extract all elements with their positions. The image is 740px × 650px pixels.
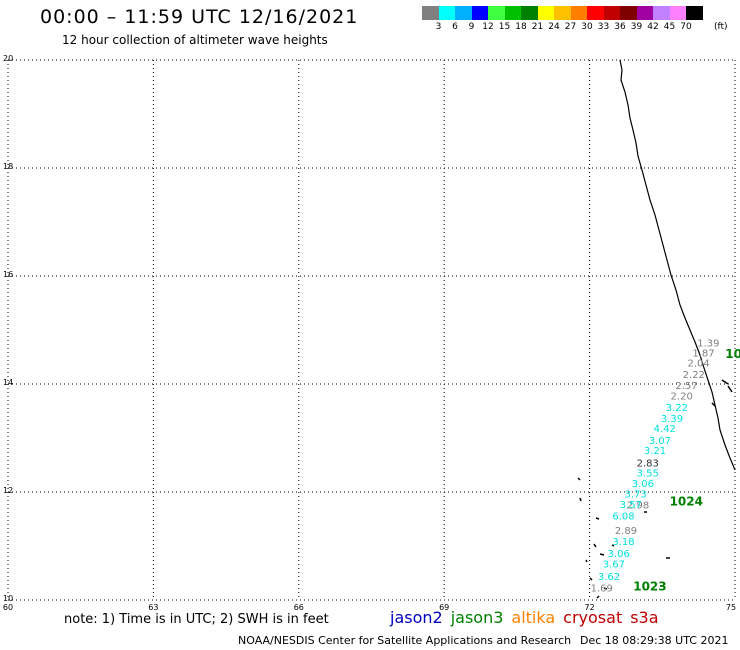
scale-swatch — [521, 6, 538, 20]
wave-height-color-scale — [422, 6, 703, 20]
scale-swatch — [455, 6, 472, 20]
scale-label: 24 — [548, 22, 560, 32]
swh-value: 2.98 — [627, 501, 649, 512]
scale-swatch — [471, 6, 488, 20]
scale-label: 36 — [614, 22, 626, 32]
scale-label: 12 — [482, 22, 494, 32]
wave-height-scale-labels: 3 6 9 12 15 18 21 24 27 30 33 36 39 42 45 70 — [422, 22, 740, 34]
swh-value: 3.06 — [632, 479, 654, 490]
swh-value: 3.18 — [612, 537, 634, 548]
latitude-label: 14 — [3, 378, 14, 387]
scale-swatch — [422, 6, 439, 20]
swh-value: 2.04 — [688, 359, 710, 370]
scale-swatch — [686, 6, 703, 20]
satellite-legend-item: cryosat — [563, 608, 623, 627]
latitude-label: 18 — [3, 162, 14, 171]
scale-swatch — [554, 6, 571, 20]
swh-value: 3.07 — [649, 436, 671, 447]
swh-value: 3.22 — [666, 403, 688, 414]
map-title: 00:00 – 11:59 UTC 12/16/2021 — [40, 6, 359, 28]
scale-label: 33 — [597, 22, 610, 32]
satellite-legend-item: s3a — [630, 608, 659, 627]
longitude-label: 66 — [293, 603, 304, 612]
longitude-label: 60 — [2, 603, 14, 612]
swh-value: 3.39 — [661, 414, 683, 425]
longitude-label: 69 — [439, 603, 450, 612]
generation-timestamp: Dec 18 08:29:38 UTC 2021 — [580, 634, 729, 647]
scale-label: 21 — [531, 22, 544, 32]
scale-swatch — [587, 6, 604, 20]
swh-value: 1.87 — [692, 348, 714, 359]
latitude-label: 10 — [3, 594, 14, 603]
scale-swatch — [653, 6, 670, 20]
satellite-legend-item: jason2 — [390, 608, 443, 627]
track-id-labels: 10 1024 1023 — [633, 347, 740, 593]
scale-label: 30 — [581, 22, 593, 32]
longitude-label: 72 — [584, 603, 595, 612]
latitude-label: 16 — [3, 270, 14, 279]
scale-label: 18 — [515, 22, 527, 32]
swh-value: 3.73 — [625, 489, 647, 500]
swh-value: 6.08 — [612, 512, 634, 523]
scale-label: 45 — [663, 22, 676, 32]
swh-value: 3.21 — [644, 446, 666, 457]
credit-line: NOAA/NESDIS Center for Satellite Applica… — [238, 634, 572, 647]
altimeter-tracks: 1.391.872.042.222.572.20 2.98 2.89 1.69 3.22… — [591, 339, 720, 595]
track-id-label: 1024 — [670, 495, 703, 509]
swh-value: 3.57 — [620, 500, 642, 511]
scale-label: 70 — [680, 22, 692, 32]
scale-swatch — [636, 6, 653, 20]
track-id-label: 1023 — [633, 579, 666, 593]
swh-value: 3.67 — [603, 560, 625, 571]
scale-label: 9 — [468, 22, 475, 32]
scale-label: 15 — [498, 22, 511, 32]
map-subtitle: 12 hour collection of altimeter wave hei… — [62, 33, 328, 47]
satellite-legend-item: jason3 — [450, 608, 504, 627]
longitude-label: 75 — [725, 603, 737, 612]
coastline — [577, 59, 736, 599]
scale-swatch — [620, 6, 637, 20]
scale-label: 3 — [435, 22, 442, 32]
scale-swatch — [488, 6, 505, 20]
swh-value: 3.06 — [608, 549, 630, 560]
scale-swatch — [570, 6, 587, 20]
scale-swatch — [669, 6, 686, 20]
swh-value: 1.39 — [697, 339, 719, 350]
latitude-label: 20 — [3, 54, 14, 63]
scale-swatch — [504, 6, 521, 20]
scale-label: 42 — [647, 22, 659, 32]
latitude-label: 12 — [3, 486, 14, 495]
swh-value: 2.89 — [615, 526, 637, 537]
swh-value: 2.22 — [683, 370, 705, 381]
swh-value: 1.69 — [591, 583, 613, 594]
satellite-legend-item: altika — [511, 608, 556, 627]
scale-label: 6 — [452, 22, 458, 32]
scale-label: 39 — [630, 22, 643, 32]
units-note: note: 1) Time is in UTC; 2) SWH is in fe… — [64, 612, 329, 627]
wave-height-scale-unit: (ft) — [714, 22, 728, 32]
scale-swatch — [537, 6, 554, 20]
scale-label: 27 — [564, 22, 577, 32]
swh-value: 3.55 — [637, 468, 659, 479]
swh-value: 4.42 — [654, 424, 676, 435]
scale-swatch — [438, 6, 455, 20]
swh-value: 2.20 — [671, 392, 693, 403]
track-id-label: 10 — [725, 347, 740, 361]
longitude-label: 63 — [148, 603, 159, 612]
swh-value: 2.57 — [675, 381, 697, 392]
satellite-legend: jason2 jason3 altika cryosat s3a — [390, 608, 667, 627]
swh-value: 2.83 — [637, 459, 659, 470]
swh-value: 3.62 — [598, 572, 620, 583]
scale-swatch — [603, 6, 620, 20]
